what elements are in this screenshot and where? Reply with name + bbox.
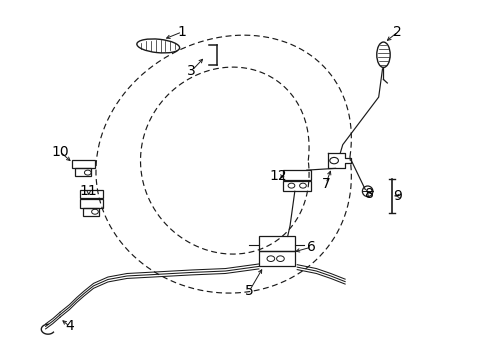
Text: 4: 4 [65,319,74,333]
Text: 11: 11 [80,184,98,198]
Text: 3: 3 [187,64,196,78]
Text: 1: 1 [178,25,186,39]
Text: 7: 7 [321,176,330,190]
Text: 10: 10 [51,145,69,159]
Text: 5: 5 [244,284,253,298]
Text: 6: 6 [306,240,315,254]
Text: 2: 2 [393,25,402,39]
Text: 9: 9 [393,189,402,203]
Text: 12: 12 [269,170,286,184]
Text: 8: 8 [364,187,373,201]
